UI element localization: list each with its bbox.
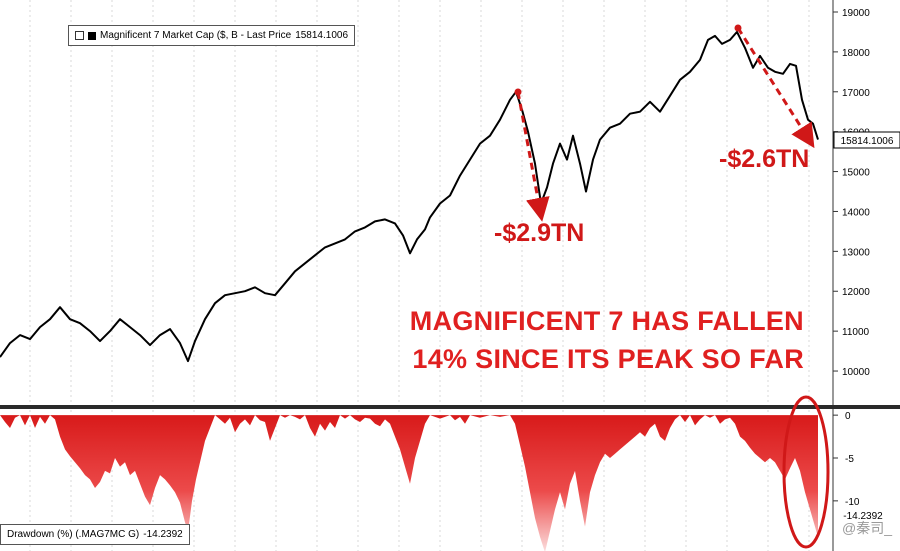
drawdown-tick-label: -10 <box>845 497 860 508</box>
price-panel: 1000011000120001300014000150001600017000… <box>0 0 900 405</box>
panel-divider <box>0 405 900 409</box>
drawdown-axis-ticks: 0 -5 -10 <box>833 411 860 508</box>
drawdown-legend-value: -14.2392 <box>143 529 183 540</box>
drawdown-tick-label: 0 <box>845 411 851 422</box>
drop-arrows <box>514 24 815 222</box>
drop-label-2: -$2.6TN <box>719 145 810 173</box>
drop-arrow-1 <box>516 91 550 222</box>
watermark: @秦司_ <box>842 520 892 536</box>
drawdown-area <box>0 415 818 551</box>
headline-line-2: 14% SINCE ITS PEAK SO FAR <box>412 344 804 374</box>
price-tick-label: 12000 <box>842 287 870 298</box>
drawdown-last-value: -14.2392 <box>843 511 883 522</box>
price-tick-label: 14000 <box>842 207 870 218</box>
highlight-circle <box>782 395 830 549</box>
price-legend-value: 15814.1006 <box>295 30 349 41</box>
legend-checkbox-icon[interactable] <box>75 31 84 40</box>
price-axis-ticks: 1000011000120001300014000150001600017000… <box>833 8 870 378</box>
price-legend-label: Magnificent 7 Market Cap ($, B - Last Pr… <box>100 30 292 41</box>
drawdown-legend: Drawdown (%) (.MAG7MC G) -14.2392 <box>0 524 190 545</box>
last-price-tag-box <box>833 131 900 149</box>
price-tick-label: 13000 <box>842 247 870 258</box>
drawdown-tick-label: -5 <box>845 454 854 465</box>
price-tick-label: 17000 <box>842 88 870 99</box>
price-tick-label: 18000 <box>842 48 870 59</box>
price-tick-label: 19000 <box>842 8 870 19</box>
price-tick-label: 10000 <box>842 367 870 378</box>
drop-label-1: -$2.9TN <box>494 219 585 247</box>
headline-line-1: MAGNIFICENT 7 HAS FALLEN <box>409 306 804 336</box>
drop-arrow-2 <box>736 27 815 149</box>
drawdown-panel: 0 -5 -10 -14.2392 <box>0 395 883 551</box>
price-tick-label: 11000 <box>842 327 870 338</box>
price-tick-label: 15000 <box>842 168 870 179</box>
price-legend: Magnificent 7 Market Cap ($, B - Last Pr… <box>68 25 356 46</box>
last-price-tag: 15814.1006 <box>833 131 900 149</box>
price-series-line <box>0 30 819 363</box>
last-price-tag-text: 15814.1006 <box>841 136 894 147</box>
drawdown-legend-label: Drawdown (%) (.MAG7MC G) <box>7 529 140 540</box>
vertical-gridlines <box>29 0 810 551</box>
legend-swatch-icon <box>88 31 96 40</box>
